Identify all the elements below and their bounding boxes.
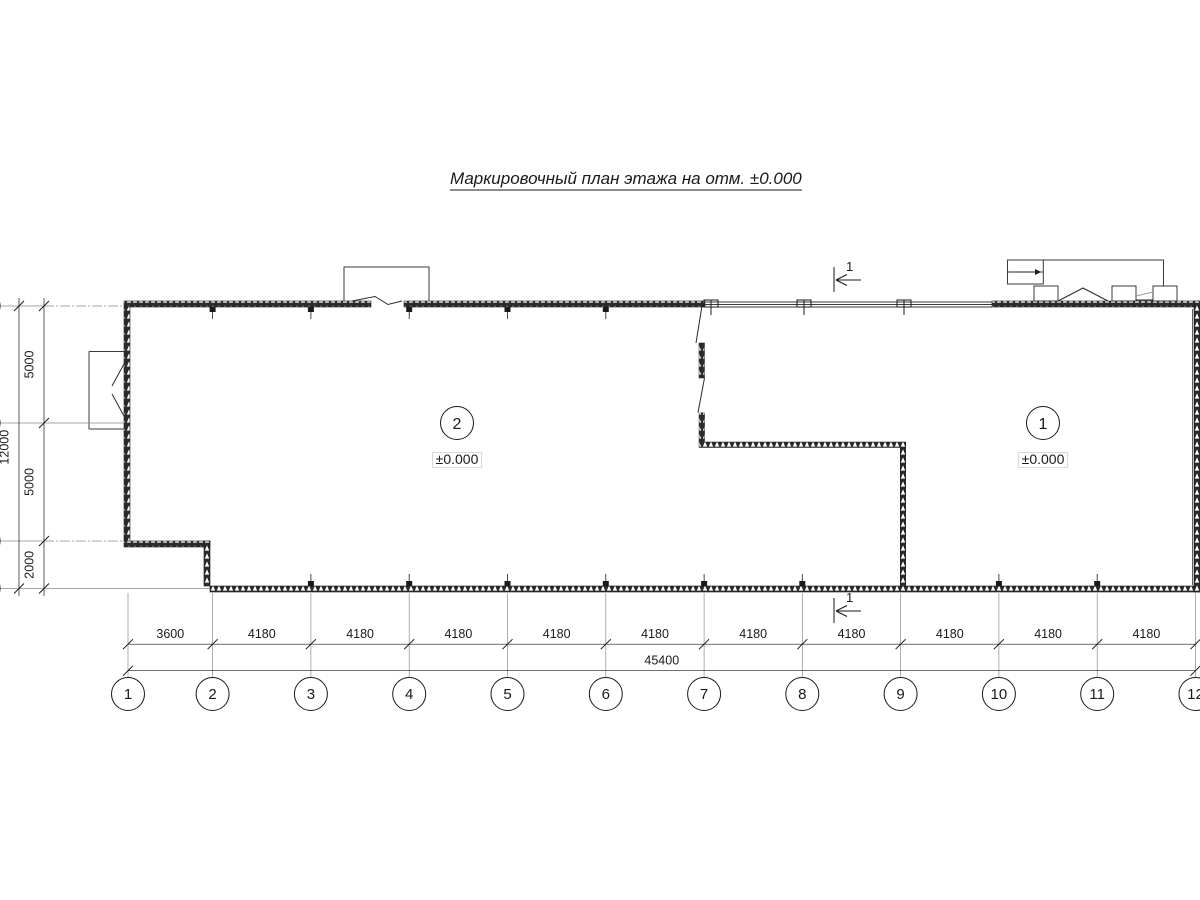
svg-text:4180: 4180 — [346, 627, 374, 641]
svg-text:4180: 4180 — [838, 627, 866, 641]
svg-text:2: 2 — [453, 416, 462, 433]
svg-text:4180: 4180 — [1132, 627, 1160, 641]
svg-text:2: 2 — [208, 686, 216, 703]
svg-text:12000: 12000 — [0, 430, 12, 465]
svg-text:5000: 5000 — [23, 468, 37, 496]
svg-text:5000: 5000 — [23, 351, 37, 379]
svg-text:2000: 2000 — [23, 551, 37, 579]
svg-text:4180: 4180 — [248, 627, 276, 641]
svg-text:4180: 4180 — [739, 627, 767, 641]
svg-text:1: 1 — [846, 259, 853, 274]
svg-text:4180: 4180 — [641, 627, 669, 641]
svg-text:1: 1 — [846, 590, 853, 605]
svg-text:10: 10 — [991, 686, 1008, 703]
svg-text:4180: 4180 — [936, 627, 964, 641]
svg-text:3600: 3600 — [156, 627, 184, 641]
svg-text:3: 3 — [307, 686, 315, 703]
svg-text:8: 8 — [798, 686, 806, 703]
svg-text:1: 1 — [1039, 416, 1048, 433]
svg-text:12: 12 — [1187, 686, 1200, 703]
svg-text:6: 6 — [602, 686, 610, 703]
svg-text:4180: 4180 — [543, 627, 571, 641]
svg-text:Маркировочный план этажа на от: Маркировочный план этажа на отм. ±0.000 — [450, 169, 802, 188]
svg-text:5: 5 — [503, 686, 511, 703]
svg-text:±0.000: ±0.000 — [436, 451, 479, 467]
svg-text:1: 1 — [124, 686, 132, 703]
svg-text:7: 7 — [700, 686, 708, 703]
svg-text:4180: 4180 — [1034, 627, 1062, 641]
svg-text:4180: 4180 — [444, 627, 472, 641]
svg-text:4: 4 — [405, 686, 413, 703]
svg-text:45400: 45400 — [644, 654, 679, 668]
svg-text:11: 11 — [1089, 686, 1105, 703]
svg-text:9: 9 — [896, 686, 904, 703]
svg-text:±0.000: ±0.000 — [1022, 451, 1065, 467]
